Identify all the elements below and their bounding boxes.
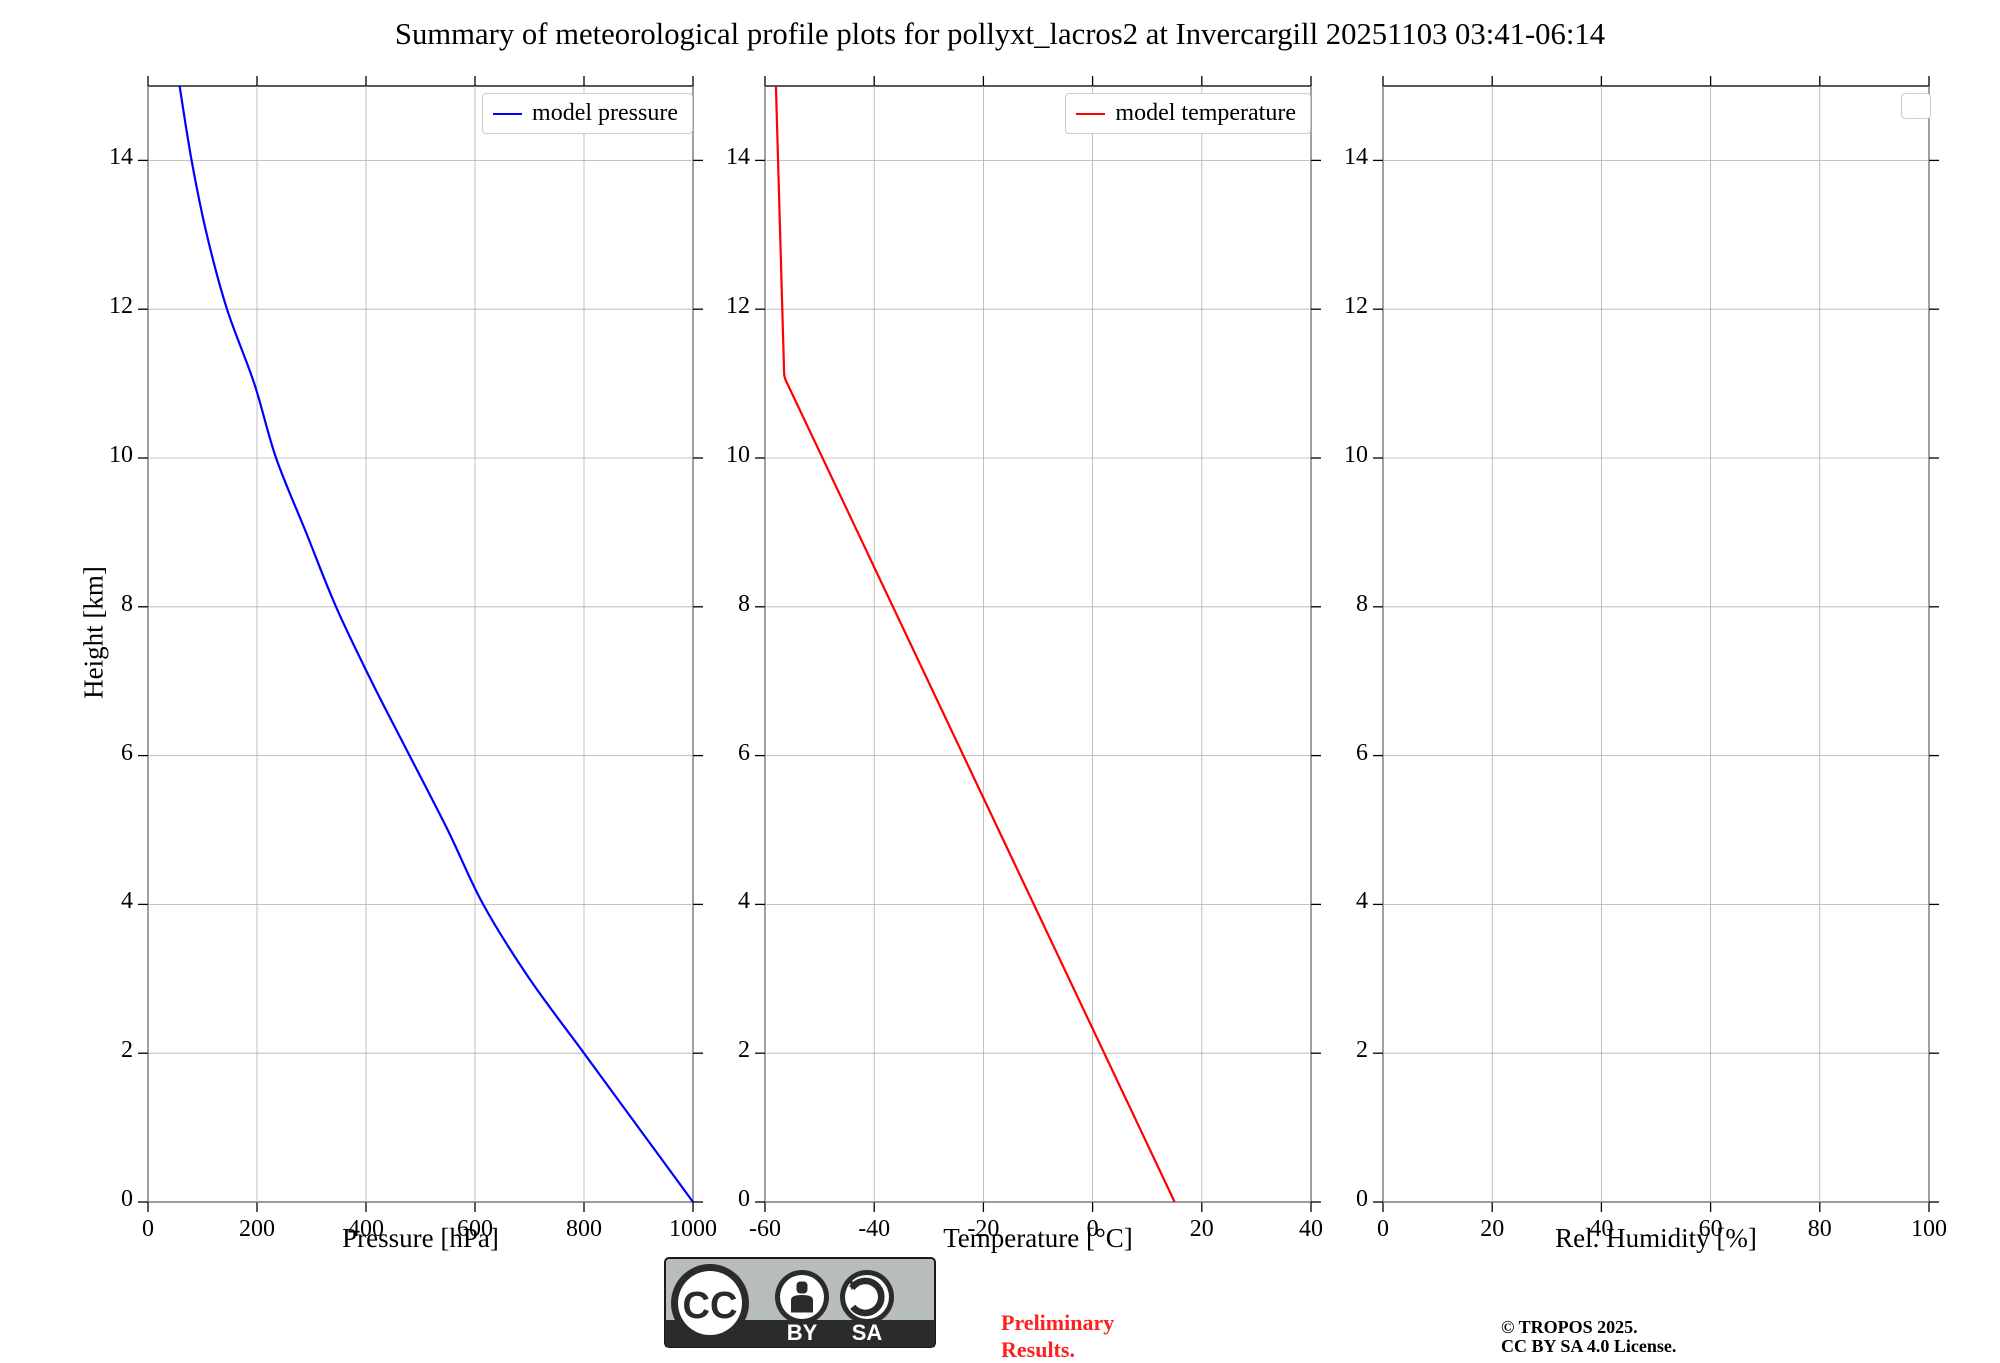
svg-text:CC: CC [683,1285,738,1327]
svg-text:BY: BY [787,1320,818,1345]
svg-text:SA: SA [852,1320,883,1345]
